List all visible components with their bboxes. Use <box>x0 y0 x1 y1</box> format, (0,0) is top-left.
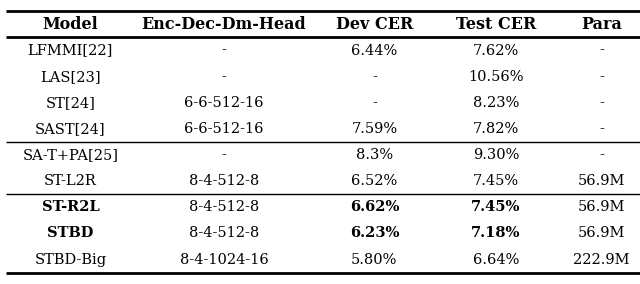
Text: 6-6-512-16: 6-6-512-16 <box>184 96 264 110</box>
Text: STBD: STBD <box>47 226 93 241</box>
Text: 56.9M: 56.9M <box>578 174 625 188</box>
Text: 8.3%: 8.3% <box>356 148 393 162</box>
Text: 7.45%: 7.45% <box>473 174 519 188</box>
Text: -: - <box>372 96 377 110</box>
Text: 6.62%: 6.62% <box>349 200 399 214</box>
Text: -: - <box>599 96 604 110</box>
Text: 56.9M: 56.9M <box>578 200 625 214</box>
Text: 6.44%: 6.44% <box>351 43 397 58</box>
Text: Dev CER: Dev CER <box>336 16 413 33</box>
Text: LFMMI[22]: LFMMI[22] <box>28 43 113 58</box>
Text: STBD-Big: STBD-Big <box>35 252 106 267</box>
Text: 6.52%: 6.52% <box>351 174 397 188</box>
Text: -: - <box>221 43 227 58</box>
Text: 7.45%: 7.45% <box>471 200 521 214</box>
Text: -: - <box>221 148 227 162</box>
Text: -: - <box>599 70 604 84</box>
Text: 7.59%: 7.59% <box>351 122 397 136</box>
Text: ST-L2R: ST-L2R <box>44 174 97 188</box>
Text: 8-4-512-8: 8-4-512-8 <box>189 226 259 241</box>
Text: 6-6-512-16: 6-6-512-16 <box>184 122 264 136</box>
Text: -: - <box>372 70 377 84</box>
Text: 7.18%: 7.18% <box>471 226 521 241</box>
Text: ST[24]: ST[24] <box>45 96 95 110</box>
Text: 8-4-1024-16: 8-4-1024-16 <box>180 252 268 267</box>
Text: 7.62%: 7.62% <box>473 43 519 58</box>
Text: 7.82%: 7.82% <box>473 122 519 136</box>
Text: 8-4-512-8: 8-4-512-8 <box>189 174 259 188</box>
Text: SAST[24]: SAST[24] <box>35 122 106 136</box>
Text: -: - <box>221 70 227 84</box>
Text: LAS[23]: LAS[23] <box>40 70 100 84</box>
Text: -: - <box>599 148 604 162</box>
Text: ST-R2L: ST-R2L <box>42 200 99 214</box>
Text: SA-T+PA[25]: SA-T+PA[25] <box>22 148 118 162</box>
Text: Model: Model <box>43 16 98 33</box>
Text: Test CER: Test CER <box>456 16 536 33</box>
Text: 8-4-512-8: 8-4-512-8 <box>189 200 259 214</box>
Text: 10.56%: 10.56% <box>468 70 524 84</box>
Text: 56.9M: 56.9M <box>578 226 625 241</box>
Text: Para: Para <box>581 16 622 33</box>
Text: 5.80%: 5.80% <box>351 252 397 267</box>
Text: 8.23%: 8.23% <box>473 96 519 110</box>
Text: -: - <box>599 122 604 136</box>
Text: 6.23%: 6.23% <box>349 226 399 241</box>
Text: 222.9M: 222.9M <box>573 252 630 267</box>
Text: Enc-Dec-Dm-Head: Enc-Dec-Dm-Head <box>141 16 307 33</box>
Text: -: - <box>599 43 604 58</box>
Text: 6.64%: 6.64% <box>473 252 519 267</box>
Text: 9.30%: 9.30% <box>473 148 519 162</box>
